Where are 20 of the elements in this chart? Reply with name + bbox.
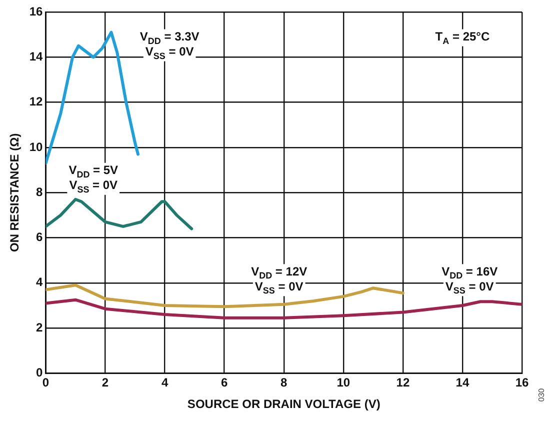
x-tick-label: 10	[336, 376, 350, 390]
x-tick-label: 16	[515, 376, 529, 390]
y-tick-label: 16	[29, 4, 44, 18]
x-tick-label: 12	[396, 376, 410, 390]
y-tick-label: 4	[36, 275, 44, 290]
y-tick-label: 10	[29, 140, 44, 154]
x-tick-label: 6	[221, 376, 228, 390]
text: 030	[537, 388, 546, 402]
y-tick-label: 12	[29, 94, 44, 109]
x-tick-label: 4	[161, 376, 168, 390]
x-tick-label: 8	[280, 376, 288, 390]
y-axis-title: ON RESISTANCE (Ω)	[8, 133, 22, 252]
y-tick-label: 8	[36, 184, 44, 199]
y-tick-label: 2	[36, 320, 44, 334]
y-tick-label: 14	[29, 49, 44, 64]
x-tick-label: 14	[456, 376, 470, 390]
y-tick-label: 6	[36, 230, 44, 244]
x-tick-label: 2	[102, 376, 109, 390]
x-axis-title: SOURCE OR DRAIN VOLTAGE (V)	[187, 397, 380, 412]
y-tick-label: 0	[36, 366, 44, 380]
